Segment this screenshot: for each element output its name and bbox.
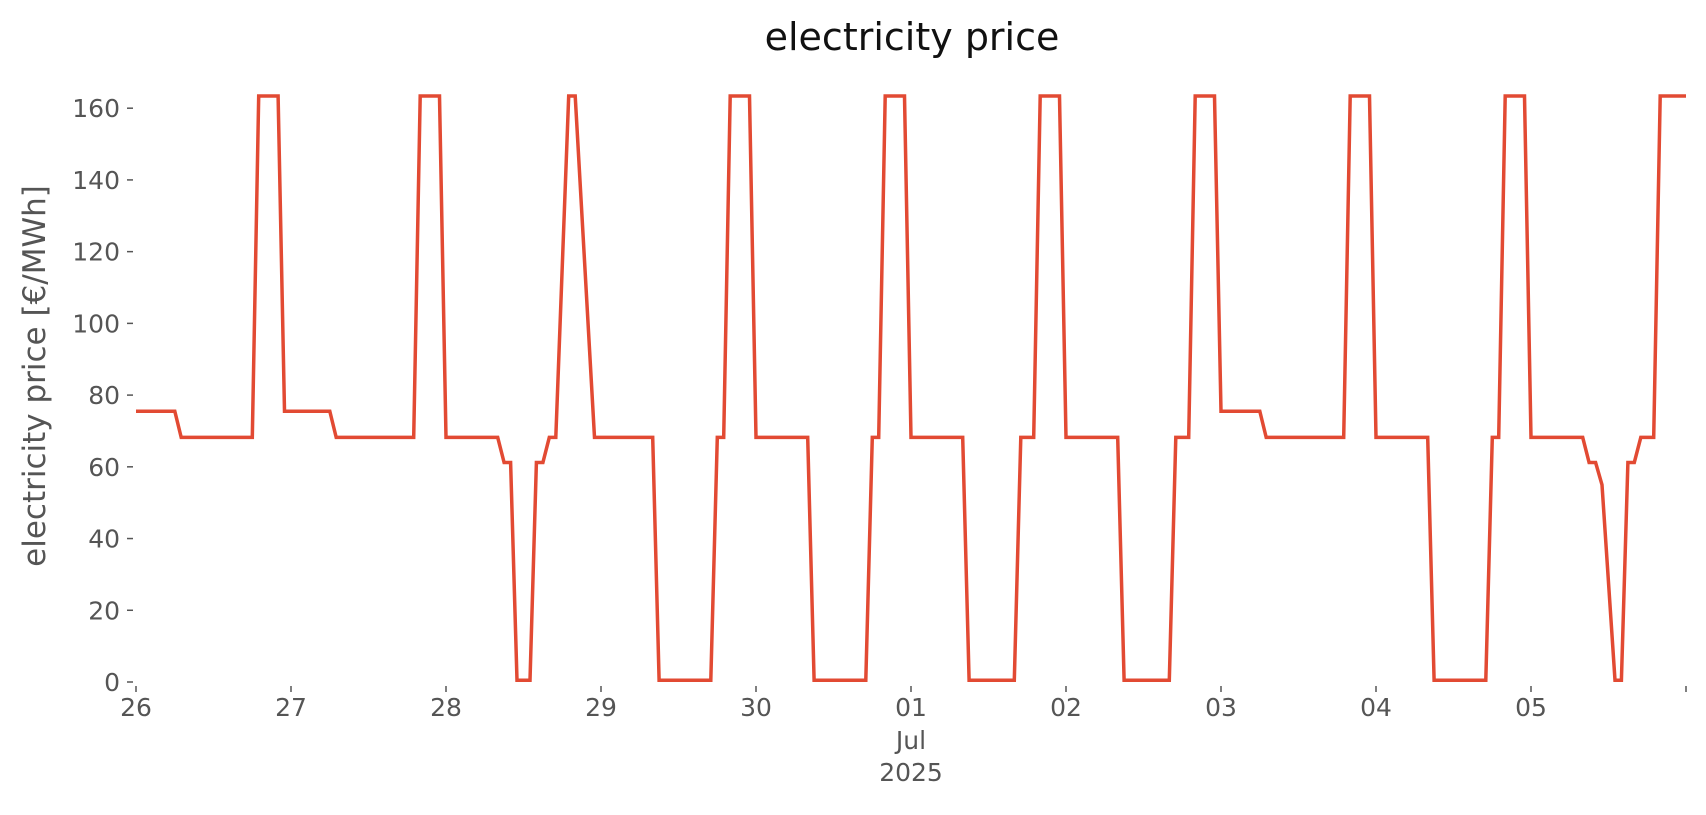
y-tick-label: 160 <box>72 94 120 123</box>
y-tick-label: 40 <box>88 525 120 554</box>
x-tick-label: 29 <box>585 693 617 722</box>
x-tick-label: 03 <box>1205 693 1237 722</box>
y-tick-label: 100 <box>72 309 120 338</box>
x-tick-label: 04 <box>1360 693 1392 722</box>
x-tick-label: 02 <box>1050 693 1082 722</box>
x-tick-label: 26 <box>120 693 152 722</box>
y-tick-label: 140 <box>72 166 120 195</box>
y-axis-label: electricity price [€/MWh] <box>17 185 53 567</box>
x-tick-sublabel: 2025 <box>879 758 943 787</box>
y-tick-label: 120 <box>72 238 120 267</box>
y-tick-label: 20 <box>88 596 120 625</box>
chart-title: electricity price <box>765 15 1060 59</box>
x-tick-sublabel: Jul <box>894 726 926 755</box>
y-axis: 0 20 40 60 80 100 120 140 160 <box>72 94 133 697</box>
x-tick-label: 27 <box>275 693 307 722</box>
x-axis: 26 27 28 29 30 01 Jul 2025 02 03 04 05 <box>120 686 1687 787</box>
y-tick-label: 60 <box>88 453 120 482</box>
x-tick-label: 05 <box>1515 693 1547 722</box>
price-series-line <box>136 94 1686 682</box>
plot-area <box>136 94 1686 682</box>
x-tick-label: 28 <box>430 693 462 722</box>
y-tick-label: 80 <box>88 381 120 410</box>
y-tick-label: 0 <box>104 668 120 697</box>
x-tick-label: 30 <box>740 693 772 722</box>
x-tick-label: 01 <box>895 693 927 722</box>
